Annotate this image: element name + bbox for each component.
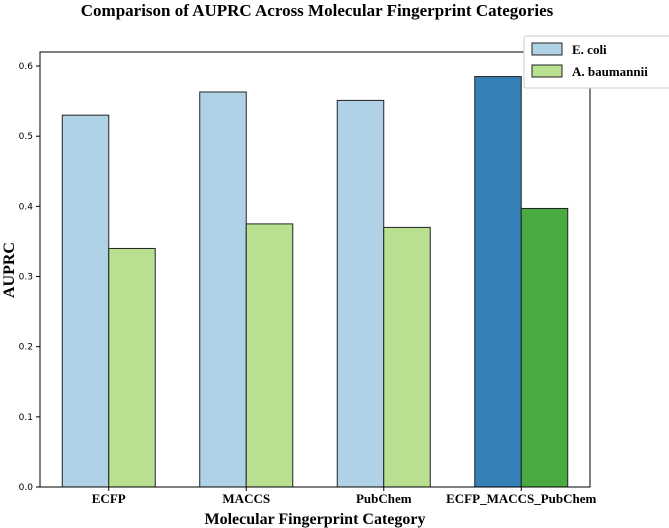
plot-frame <box>39 51 591 488</box>
y-tick-label: 0.3 <box>19 273 33 283</box>
x-tick-label: PubChem <box>356 491 412 506</box>
y-tick-label: 0.6 <box>19 62 34 72</box>
bar-ecoli-pubchem <box>336 99 385 488</box>
chart-title: Comparison of AUPRC Across Molecular Fin… <box>81 1 554 20</box>
legend-swatch <box>531 64 563 78</box>
y-tick-label: 0.0 <box>19 483 34 493</box>
x-tick-label: ECFP_MACCS_PubChem <box>446 491 596 506</box>
legend-label: E. coli <box>572 42 607 57</box>
bar-abaumannii-ecfp_maccs_pubchem <box>520 207 569 488</box>
bar-ecoli-maccs <box>199 91 247 488</box>
y-tick-label: 0.2 <box>19 343 33 353</box>
legend-swatch <box>531 42 563 56</box>
bar-ecoli-ecfp_maccs_pubchem <box>474 76 522 488</box>
y-tick-label: 0.5 <box>19 132 33 142</box>
legend-label: A. baumannii <box>572 64 648 79</box>
plot-area: 0.0 0.1 0.2 0.3 0.4 0.5 0.6 ECFP MACCS PubChem ECF… <box>19 62 597 506</box>
legend: E. coli A. baumannii <box>523 35 669 89</box>
y-axis-label: AUPRC <box>1 242 18 298</box>
x-tick-label: ECFP <box>92 491 126 506</box>
bar-ecoli-ecfp <box>61 114 110 488</box>
bar-abaumannii-ecfp <box>108 247 156 488</box>
bar-abaumannii-maccs <box>245 223 294 488</box>
x-tick-label: MACCS <box>222 491 270 506</box>
y-tick-label: 0.1 <box>19 413 33 423</box>
bar-abaumannii-pubchem <box>383 226 431 488</box>
y-tick-label: 0.4 <box>19 202 34 212</box>
x-axis-label: Molecular Fingerprint Category <box>205 511 426 528</box>
